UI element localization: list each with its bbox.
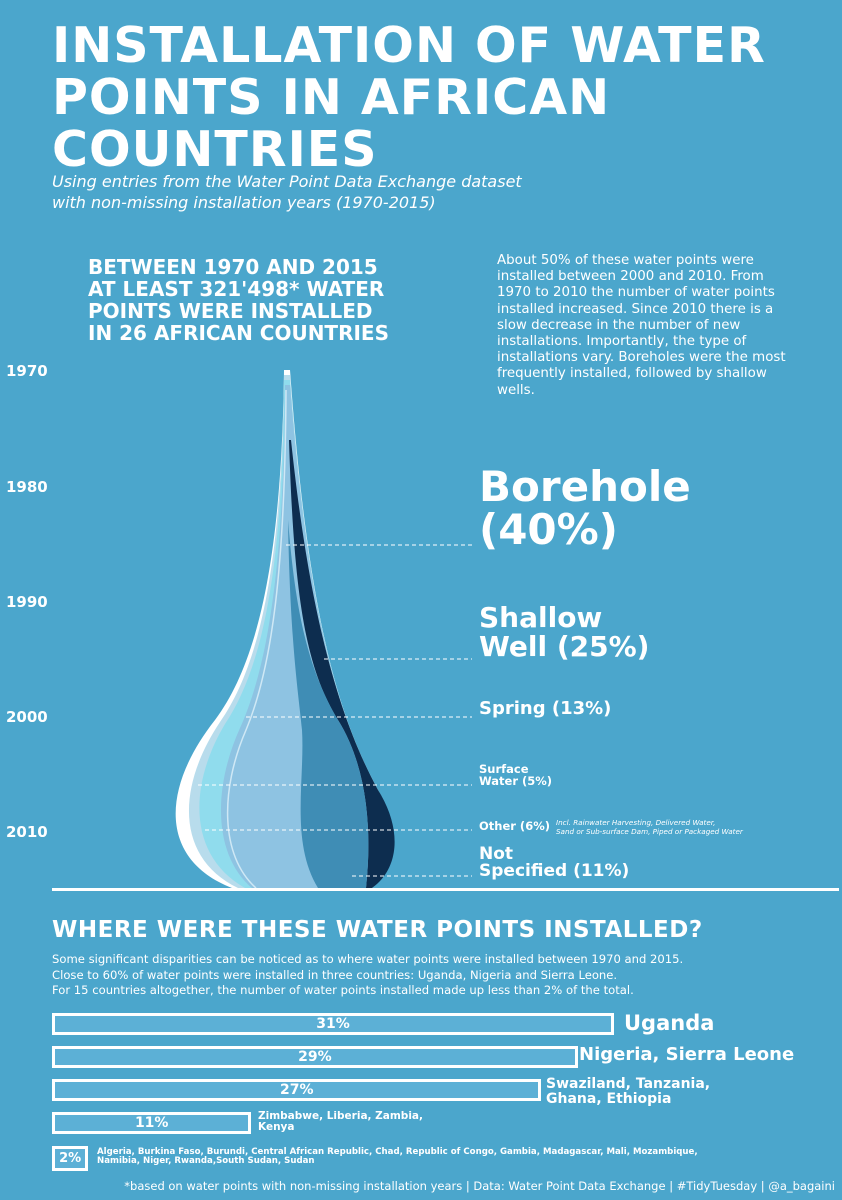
area-borehole-highlight [226, 389, 287, 889]
category-label-other: Other (6%) [479, 819, 550, 833]
year-label: 2010 [6, 823, 48, 841]
title-line: INSTALLATION OF WATER [52, 17, 766, 74]
country-bar: 11% [52, 1112, 252, 1134]
country-line: Kenya [258, 1121, 295, 1134]
headline-line: BETWEEN 1970 AND 2015 [88, 255, 378, 279]
bar-country-label: Nigeria, Sierra Leone [579, 1044, 795, 1065]
footer-credits: *based on water points with non-missing … [124, 1179, 835, 1193]
country-bar: 27% [52, 1079, 542, 1101]
year-label: 2000 [6, 708, 48, 726]
country-line: Namibia, Niger, Rwanda,South Sudan, Suda… [97, 1156, 315, 1167]
country-line: Zimbabwe, Liberia, Zambia, [258, 1110, 424, 1122]
category-label-line: (40%) [479, 504, 618, 554]
category-label-line: Spring (13%) [479, 698, 612, 719]
leader-lines [198, 544, 472, 877]
category-label-shallow-well: Shallow Well (25%) [479, 601, 650, 663]
title-line: COUNTRIES [52, 121, 378, 178]
country-line: Ghana, Ethiopia [546, 1090, 672, 1107]
country-line: Swaziland, Tanzania, [546, 1076, 711, 1092]
headline-line: AT LEAST 321'498* WATER [88, 277, 385, 301]
installation-drop-chart [175, 370, 472, 889]
country-bar: 2% [52, 1146, 89, 1171]
category-label-spring: Spring (13%) [479, 698, 612, 719]
country-bar: 31% [52, 1013, 614, 1035]
country-line: Algeria, Burkina Faso, Burundi, Central … [97, 1147, 698, 1157]
category-label-line: Shallow [479, 601, 603, 634]
category-label-borehole: Borehole (40%) [479, 462, 691, 554]
bar-country-label: Swaziland, Tanzania, Ghana, Ethiopia [546, 1077, 710, 1106]
category-label-not-specified: Not Specified (11%) [479, 844, 630, 882]
country-line: Uganda [624, 1011, 715, 1035]
page-title: INSTALLATION OF WATER POINTS IN AFRICAN … [52, 20, 812, 176]
section-divider [52, 888, 839, 891]
country-line: Nigeria, Sierra Leone [579, 1044, 795, 1065]
description: About 50% of these water points were ins… [497, 253, 786, 398]
page-subtitle: Using entries from the Water Point Data … [52, 171, 692, 213]
category-label-line: Not [479, 844, 514, 864]
category-label-line: Borehole [479, 462, 691, 511]
year-label: 1970 [6, 362, 48, 380]
category-label-line: Specified (11%) [479, 861, 630, 882]
paragraph-line: For 15 countries altogether, the number … [52, 983, 634, 997]
paragraph-line: Close to 60% of water points were instal… [52, 967, 618, 982]
category-label-line: Water (5%) [479, 773, 553, 788]
category-label-line: Other (6%) [479, 819, 550, 833]
country-bar: 29% [52, 1046, 578, 1068]
category-note-other: Incl. Rainwater Harvesting, Delivered Wa… [556, 818, 786, 836]
paragraph-line: Some significant disparities can be noti… [52, 952, 684, 966]
category-label-line: Surface [479, 762, 529, 776]
category-label-surface-water: Surface Water (5%) [479, 762, 553, 788]
subtitle-line: Using entries from the Water Point Data … [52, 172, 522, 191]
title-line: POINTS IN AFRICAN [52, 69, 611, 126]
note-line: Sand or Sub-surface Dam, Piped or Packag… [556, 827, 743, 836]
area-spring [289, 440, 395, 888]
subtitle-line: with non-missing installation years (197… [52, 193, 436, 212]
bar-country-label: Uganda [624, 1012, 714, 1034]
category-label-line: Well (25%) [479, 629, 650, 663]
headline-line: IN 26 AFRICAN COUNTRIES [88, 321, 389, 345]
note-line: Incl. Rainwater Harvesting, Delivered Wa… [556, 818, 716, 827]
headline: BETWEEN 1970 AND 2015 AT LEAST 321'498* … [88, 256, 468, 344]
year-label: 1980 [6, 478, 48, 496]
bar-country-label: Zimbabwe, Liberia, Zambia, Kenya [258, 1110, 424, 1134]
headline-line: POINTS WERE INSTALLED [88, 299, 373, 323]
section-paragraph: Some significant disparities can be noti… [52, 952, 812, 999]
section-title: WHERE WERE THESE WATER POINTS INSTALLED? [52, 917, 703, 943]
bar-country-label: Algeria, Burkina Faso, Burundi, Central … [97, 1147, 837, 1167]
area-shallow-well [288, 520, 369, 888]
year-label: 1990 [6, 593, 48, 611]
